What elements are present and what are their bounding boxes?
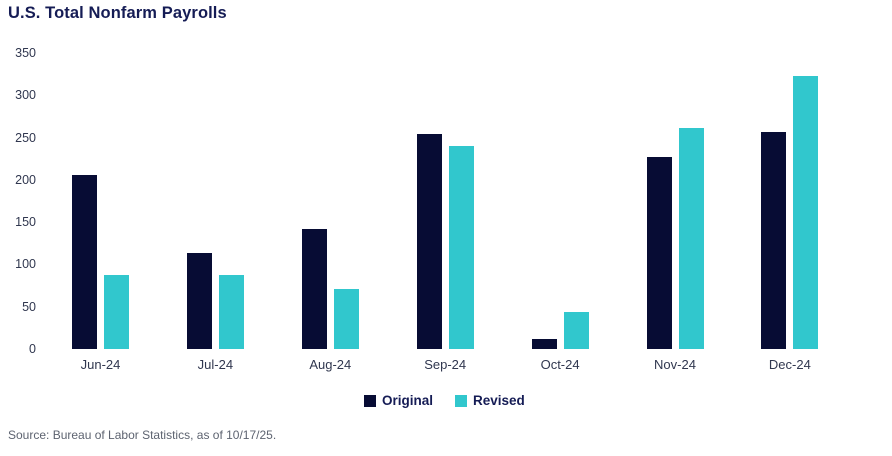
bar-revised-aug-24 [333, 289, 359, 349]
y-tick-label: 100 [15, 257, 36, 272]
legend-item-revised: Revised [455, 393, 525, 408]
legend-label-original: Original [382, 393, 434, 408]
legend-label-revised: Revised [473, 393, 525, 408]
x-tick-label: Aug-24 [309, 357, 352, 372]
bar-original-jun-24 [72, 175, 97, 349]
bar-original-dec-24 [761, 132, 787, 349]
bar-revised-jun-24 [104, 275, 129, 349]
bar-original-sep-24 [416, 134, 442, 349]
bar-original-aug-24 [301, 229, 327, 349]
y-tick-label: 0 [29, 342, 36, 356]
legend-swatch-revised [455, 394, 468, 407]
x-tick-label: Nov-24 [654, 357, 696, 372]
bar-original-jul-24 [186, 253, 212, 349]
bar-original-oct-24 [531, 339, 557, 349]
y-tick-label: 350 [15, 46, 36, 60]
bar-revised-oct-24 [563, 312, 589, 349]
x-tick-label: Dec-24 [768, 357, 811, 372]
x-tick-label: Sep-24 [424, 357, 467, 372]
bar-original-nov-24 [646, 157, 672, 349]
legend: Original Revised [364, 393, 525, 408]
y-tick-label: 250 [15, 130, 36, 145]
x-tick-label: Jun-24 [80, 357, 121, 372]
y-tick-label: 300 [15, 88, 36, 103]
x-tick-label: Jul-24 [197, 357, 234, 372]
y-tick-label: 50 [22, 299, 36, 314]
bar-revised-sep-24 [448, 146, 474, 349]
bar-revised-dec-24 [793, 76, 819, 349]
legend-item-original: Original [364, 393, 433, 408]
bar-revised-nov-24 [678, 128, 704, 349]
x-tick-label: Oct-24 [540, 357, 580, 372]
source-attribution: Source: Bureau of Labor Statistics, as o… [8, 428, 277, 442]
y-tick-label: 150 [15, 215, 36, 230]
bar-revised-jul-24 [218, 275, 244, 349]
y-tick-label: 200 [15, 172, 36, 187]
chart-title: U.S. Total Nonfarm Payrolls [8, 4, 227, 22]
legend-swatch-original [364, 394, 376, 407]
